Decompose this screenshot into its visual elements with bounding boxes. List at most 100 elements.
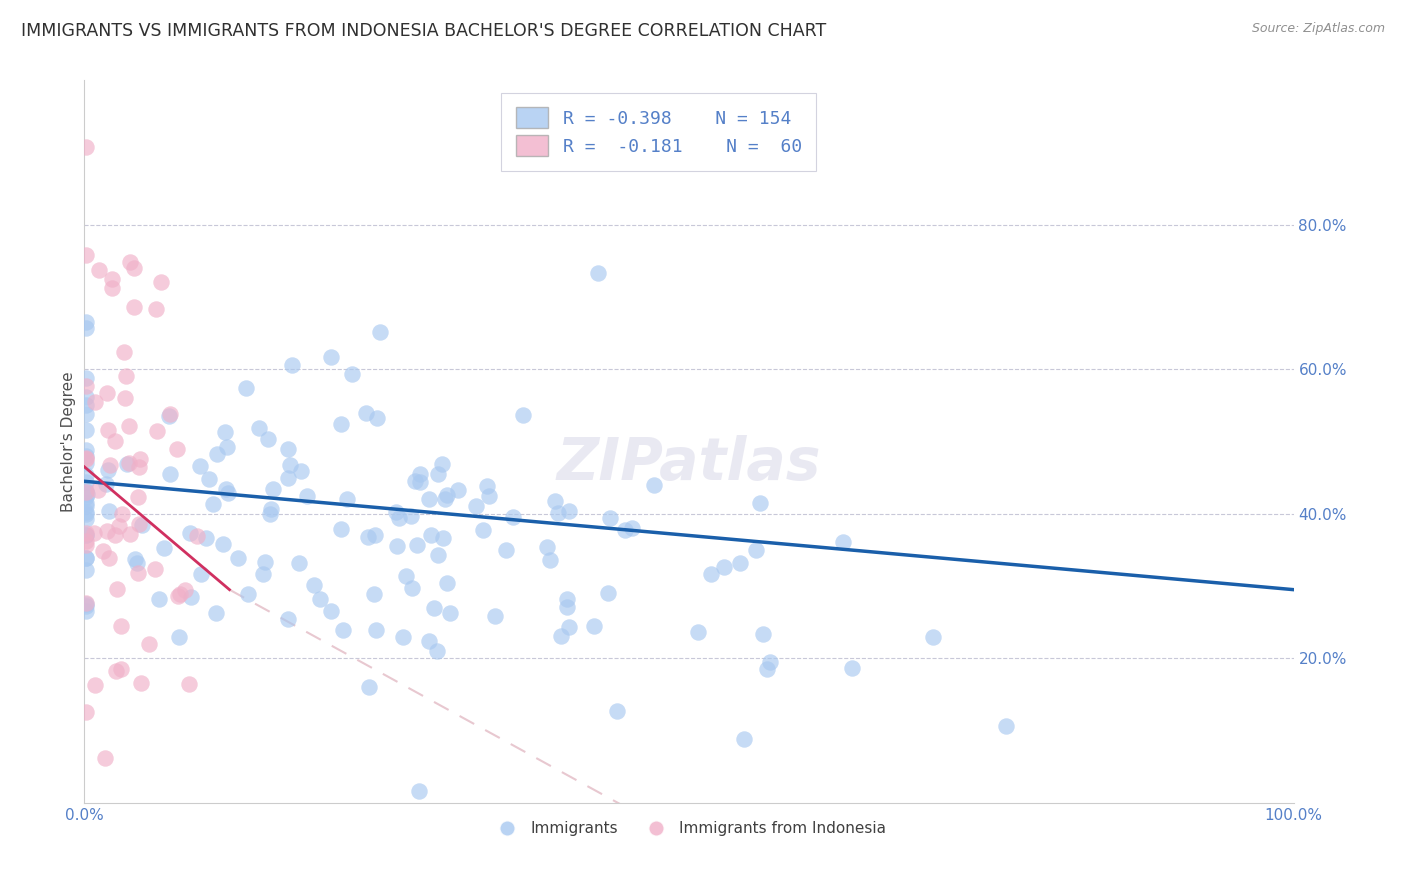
Point xyxy=(713,559,735,574)
Point xyxy=(688,624,710,639)
Point xyxy=(75,527,97,541)
Point xyxy=(118,255,141,269)
Point xyxy=(366,410,388,425)
Point xyxy=(423,601,446,615)
Point xyxy=(755,662,778,676)
Point xyxy=(75,499,97,513)
Point xyxy=(122,300,145,314)
Point xyxy=(75,496,97,510)
Point xyxy=(101,272,124,286)
Point xyxy=(419,528,441,542)
Point xyxy=(75,534,97,549)
Point xyxy=(190,567,212,582)
Point xyxy=(319,604,342,618)
Point xyxy=(75,538,97,552)
Point xyxy=(194,531,217,545)
Point xyxy=(101,281,124,295)
Point xyxy=(110,619,132,633)
Point xyxy=(832,535,855,549)
Point xyxy=(125,556,148,570)
Point xyxy=(744,542,766,557)
Point xyxy=(247,420,270,434)
Point xyxy=(332,623,354,637)
Point xyxy=(401,581,423,595)
Legend: Immigrants, Immigrants from Indonesia: Immigrants, Immigrants from Indonesia xyxy=(486,815,891,842)
Point xyxy=(152,541,174,556)
Point xyxy=(108,519,131,533)
Point xyxy=(75,484,97,499)
Point xyxy=(363,587,385,601)
Point xyxy=(558,504,581,518)
Point xyxy=(759,655,782,669)
Point xyxy=(75,449,97,463)
Point xyxy=(75,390,97,404)
Point xyxy=(465,500,488,514)
Point xyxy=(75,484,97,499)
Point xyxy=(75,596,97,610)
Point xyxy=(538,552,561,566)
Point xyxy=(730,556,752,570)
Point xyxy=(277,611,299,625)
Point xyxy=(613,524,636,538)
Point xyxy=(395,569,418,583)
Text: ZIPatlas: ZIPatlas xyxy=(557,434,821,491)
Point xyxy=(97,463,120,477)
Point xyxy=(91,543,114,558)
Point xyxy=(733,731,755,746)
Point xyxy=(75,603,97,617)
Point xyxy=(336,491,359,506)
Point xyxy=(430,457,453,471)
Point xyxy=(426,548,449,562)
Point xyxy=(994,719,1017,733)
Point xyxy=(94,476,117,491)
Point xyxy=(75,528,97,542)
Point xyxy=(536,540,558,554)
Point xyxy=(502,509,524,524)
Point xyxy=(297,489,319,503)
Point xyxy=(150,275,173,289)
Point xyxy=(340,367,363,381)
Point xyxy=(146,424,169,438)
Point xyxy=(252,567,274,582)
Point xyxy=(75,442,97,457)
Point xyxy=(75,475,97,490)
Point xyxy=(148,591,170,606)
Point xyxy=(75,450,97,465)
Point xyxy=(484,609,506,624)
Point xyxy=(408,784,430,798)
Point xyxy=(308,592,330,607)
Point xyxy=(329,522,352,536)
Point xyxy=(75,320,97,334)
Point xyxy=(550,630,572,644)
Point xyxy=(302,578,325,592)
Point xyxy=(75,550,97,565)
Point xyxy=(118,527,141,541)
Point xyxy=(217,486,239,500)
Point xyxy=(112,345,135,359)
Point xyxy=(439,606,461,620)
Point xyxy=(751,627,773,641)
Point xyxy=(127,490,149,504)
Point xyxy=(357,530,380,544)
Point xyxy=(922,630,945,644)
Point xyxy=(409,467,432,482)
Point xyxy=(643,477,665,491)
Point xyxy=(434,491,457,506)
Point xyxy=(96,423,118,437)
Point xyxy=(547,506,569,520)
Point xyxy=(76,487,98,501)
Point xyxy=(75,490,97,504)
Text: IMMIGRANTS VS IMMIGRANTS FROM INDONESIA BACHELOR'S DEGREE CORRELATION CHART: IMMIGRANTS VS IMMIGRANTS FROM INDONESIA … xyxy=(21,22,827,40)
Point xyxy=(408,475,430,489)
Point xyxy=(186,529,208,543)
Point xyxy=(582,619,605,633)
Point xyxy=(700,567,723,582)
Point xyxy=(75,526,97,541)
Point xyxy=(96,386,118,401)
Point xyxy=(159,407,181,421)
Point xyxy=(89,263,111,277)
Point xyxy=(75,598,97,612)
Point xyxy=(281,358,304,372)
Point xyxy=(321,350,343,364)
Point xyxy=(330,417,353,432)
